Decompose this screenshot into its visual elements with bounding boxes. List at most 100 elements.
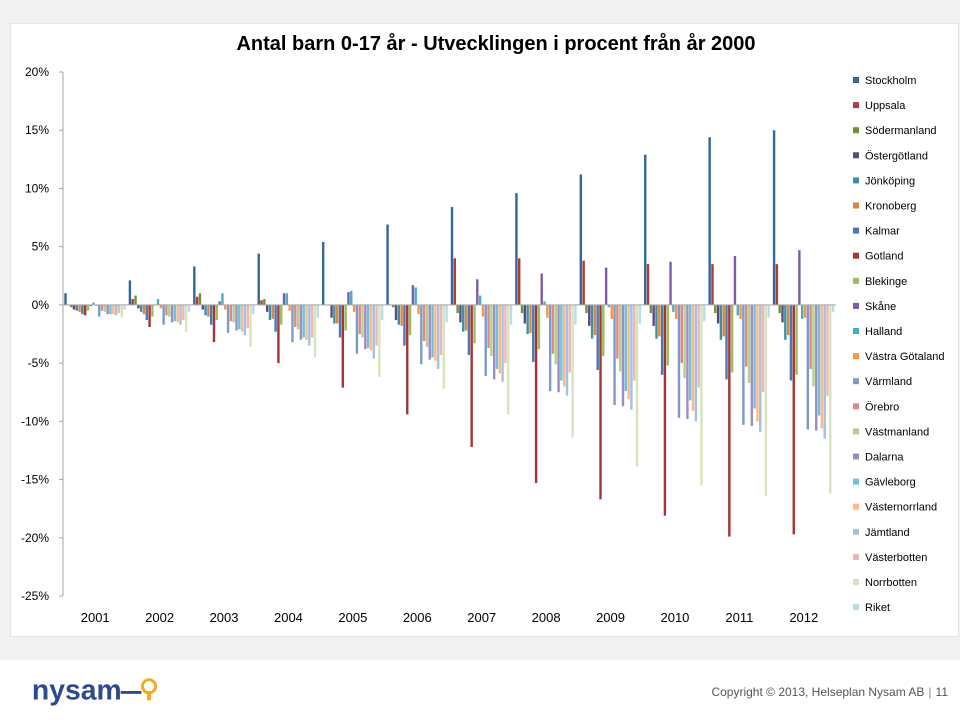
bar xyxy=(756,304,759,422)
bar xyxy=(456,304,459,314)
bar xyxy=(336,304,339,324)
bar xyxy=(436,304,440,369)
x-tick-label: 2001 xyxy=(81,610,110,625)
bar xyxy=(347,292,350,305)
bar xyxy=(361,304,364,338)
legend-swatch xyxy=(853,604,859,611)
bar xyxy=(498,304,501,374)
legend-label: Skåne xyxy=(865,301,896,313)
legend-swatch xyxy=(853,77,859,83)
bar xyxy=(507,304,510,415)
bar xyxy=(672,304,675,312)
bar xyxy=(350,290,353,305)
bar xyxy=(123,304,126,310)
bar xyxy=(543,301,546,305)
bar xyxy=(574,304,577,325)
legend-label: Uppsala xyxy=(865,100,906,112)
bar xyxy=(139,304,143,312)
bar xyxy=(562,304,566,387)
bar xyxy=(663,304,667,516)
bar xyxy=(495,304,499,369)
bar xyxy=(400,304,403,326)
bar xyxy=(669,261,672,305)
legend-label: Dalarna xyxy=(865,452,904,464)
bar xyxy=(252,304,255,315)
legend-swatch xyxy=(853,127,859,134)
legend-label: Jämtland xyxy=(865,527,910,539)
bar xyxy=(635,304,639,467)
bar xyxy=(232,304,235,323)
bar xyxy=(235,304,238,331)
bar xyxy=(484,304,487,376)
y-tick-label: -15% xyxy=(21,473,49,487)
bar xyxy=(182,304,185,321)
bar xyxy=(391,304,395,308)
copyright-text: Copyright © 2013, Helseplan Nysam AB xyxy=(711,685,925,699)
bar xyxy=(422,304,426,341)
bar xyxy=(534,304,538,484)
bar xyxy=(526,304,529,334)
legend-label: Södermanland xyxy=(865,125,937,137)
y-tick-label: 20% xyxy=(25,65,49,79)
legend-swatch xyxy=(853,152,859,159)
bar xyxy=(789,304,793,381)
bar xyxy=(627,304,630,400)
bar xyxy=(238,304,241,330)
bar xyxy=(145,304,148,321)
bars-group xyxy=(64,130,835,537)
page-number: 11 xyxy=(935,685,948,699)
legend-swatch xyxy=(853,353,859,360)
bar xyxy=(509,304,513,325)
bar xyxy=(434,304,437,361)
footer-text: Copyright © 2013, Helseplan Nysam AB | 11 xyxy=(711,685,948,699)
bar xyxy=(380,304,384,321)
bar xyxy=(644,154,647,305)
bar xyxy=(649,304,653,314)
bar xyxy=(285,293,289,305)
bar xyxy=(78,304,81,312)
bar xyxy=(414,287,417,305)
bar xyxy=(369,304,373,351)
bar xyxy=(165,304,168,316)
bar xyxy=(638,304,642,324)
bar xyxy=(198,293,202,305)
bar xyxy=(112,304,115,315)
bar xyxy=(83,304,87,316)
bar xyxy=(590,304,594,339)
legend-label: Blekinge xyxy=(865,276,907,288)
bar xyxy=(829,304,832,494)
bar xyxy=(815,304,818,431)
bar xyxy=(490,304,493,357)
bar xyxy=(613,304,616,406)
bar xyxy=(378,304,381,378)
bar xyxy=(537,304,541,350)
bar xyxy=(467,304,471,355)
bar xyxy=(86,304,90,311)
bar xyxy=(162,304,165,325)
bar xyxy=(624,304,628,392)
chart-title: Antal barn 0-17 år - Utvecklingen i proc… xyxy=(236,32,755,55)
bar xyxy=(520,304,524,314)
bar xyxy=(224,304,227,310)
bar xyxy=(529,304,532,333)
bar xyxy=(294,304,297,328)
bar xyxy=(302,304,305,338)
y-tick-label: 15% xyxy=(25,123,49,137)
bar xyxy=(725,304,728,380)
y-tick-label: 10% xyxy=(25,181,49,195)
bar xyxy=(571,304,574,438)
bar xyxy=(504,304,507,364)
bar xyxy=(546,304,549,318)
bar xyxy=(708,137,711,305)
bar xyxy=(156,299,160,305)
bar xyxy=(812,304,815,387)
bar xyxy=(106,304,109,315)
bar xyxy=(700,304,703,486)
bar xyxy=(691,304,695,411)
bar xyxy=(677,304,681,418)
bar xyxy=(554,304,557,365)
bar xyxy=(750,304,754,426)
logo-keyhole-stem xyxy=(147,691,151,701)
bar xyxy=(464,304,468,331)
bar xyxy=(209,304,213,325)
